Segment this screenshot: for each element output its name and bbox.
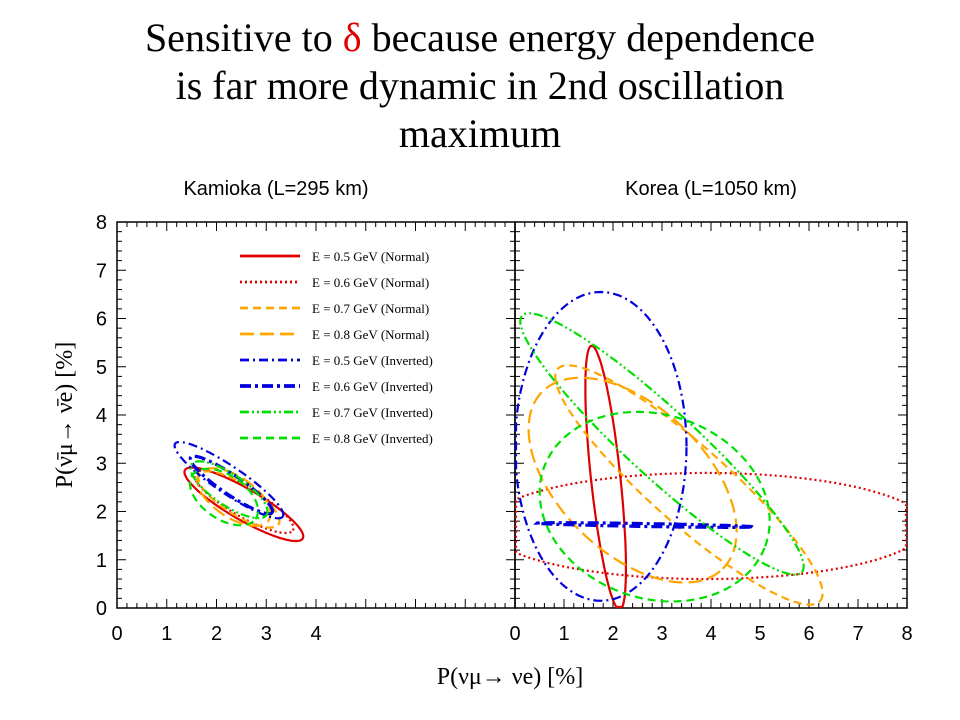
series-curve: E = 0.8 GeV (Inverted) — [538, 410, 771, 603]
x-tick-label: 4 — [705, 623, 716, 645]
series-curve: E = 0.5 GeV (Inverted) — [514, 290, 688, 602]
x-tick-label: 6 — [803, 623, 814, 645]
x-tick-label: 1 — [558, 623, 569, 645]
x-tick-label: 2 — [211, 623, 222, 645]
panel-title: Korea (L=1050 km) — [625, 178, 797, 200]
title-line2: is far more dynamic in 2nd oscillation — [175, 63, 785, 108]
title-delta-symbol: δ — [342, 15, 362, 60]
x-tick-label: 8 — [901, 623, 912, 645]
y-tick-label: 0 — [96, 598, 107, 620]
x-tick-label: 1 — [161, 623, 172, 645]
panel-title: Kamioka (L=295 km) — [183, 178, 368, 200]
series-curve: E = 0.5 GeV (Inverted) — [173, 440, 285, 520]
legend-entry: E = 0.5 GeV (Inverted) — [312, 353, 433, 368]
series-curve: E = 0.6 GeV (Normal) — [193, 469, 295, 535]
x-axis-label: P(νμ→ νe) [%] — [437, 664, 584, 690]
x-tick-label: 3 — [261, 623, 272, 645]
korea-panel: Korea (L=1050 km) 0 1 2 3 4 5 6 7 8 E = 0.5 GeV (N… — [509, 178, 912, 645]
y-tick-label: 1 — [96, 550, 107, 572]
y-tick-label: 4 — [96, 405, 107, 427]
title-line1-pre: Sensitive to — [144, 15, 343, 60]
slide-title: Sensitive to δ because energy dependence… — [0, 14, 960, 158]
x-tick-label: 0 — [509, 623, 520, 645]
series-curve: E = 0.8 GeV (Normal) — [196, 467, 272, 527]
axis-labels: 0 1 2 3 4 5 6 7 8 P(ν̄μ→ ν̄e) [%] P(νμ→ νe) [%] — [52, 212, 583, 690]
title-line1-post: because energy dependence — [361, 15, 816, 60]
y-axis-label: P(ν̄μ→ ν̄e) [%] — [52, 342, 78, 489]
y-tick-label: 7 — [96, 260, 107, 282]
legend-entry: E = 0.7 GeV (Inverted) — [312, 405, 433, 420]
legend-entry: E = 0.8 GeV (Normal) — [312, 327, 429, 342]
chart-legend: E = 0.5 GeV (Normal) E = 0.6 GeV (Normal)… — [240, 249, 433, 446]
y-tick-label: 8 — [96, 212, 107, 234]
series-curve: E = 0.7 GeV (Inverted) — [189, 460, 269, 520]
series-curve: E = 0.6 GeV (Inverted) — [533, 521, 754, 530]
legend-entry: E = 0.6 GeV (Normal) — [312, 275, 429, 290]
plot-frame — [514, 221, 908, 609]
kamioka-panel: Kamioka (L=295 km) 0 1 2 3 4 E = 0.5 GeV (Norm… — [111, 178, 516, 645]
x-tick-label: 4 — [310, 623, 321, 645]
legend-entry: E = 0.5 GeV (Normal) — [312, 249, 429, 264]
legend-entry: E = 0.8 GeV (Inverted) — [312, 431, 433, 446]
y-tick-label: 2 — [96, 502, 107, 524]
x-tick-label: 3 — [656, 623, 667, 645]
x-tick-label: 2 — [607, 623, 618, 645]
series-curve: E = 0.5 GeV (Normal) — [584, 344, 628, 609]
x-tick-label: 7 — [852, 623, 863, 645]
y-tick-label: 3 — [96, 453, 107, 475]
series-curve: E = 0.7 GeV (Inverted) — [519, 312, 805, 576]
series-curve: E = 0.7 GeV (Normal) — [554, 364, 824, 606]
legend-entry: E = 0.7 GeV (Normal) — [312, 301, 429, 316]
series-curve: E = 0.8 GeV (Normal) — [527, 376, 738, 584]
series-curve: E = 0.8 GeV (Inverted) — [188, 467, 260, 527]
series-curve: E = 0.6 GeV (Inverted) — [188, 454, 275, 516]
y-tick-label: 5 — [96, 357, 107, 379]
legend-entry: E = 0.6 GeV (Inverted) — [312, 379, 433, 394]
x-tick-label: 0 — [111, 623, 122, 645]
y-tick-label: 6 — [96, 309, 107, 331]
title-line3: maximum — [398, 111, 562, 156]
x-tick-label: 5 — [754, 623, 765, 645]
